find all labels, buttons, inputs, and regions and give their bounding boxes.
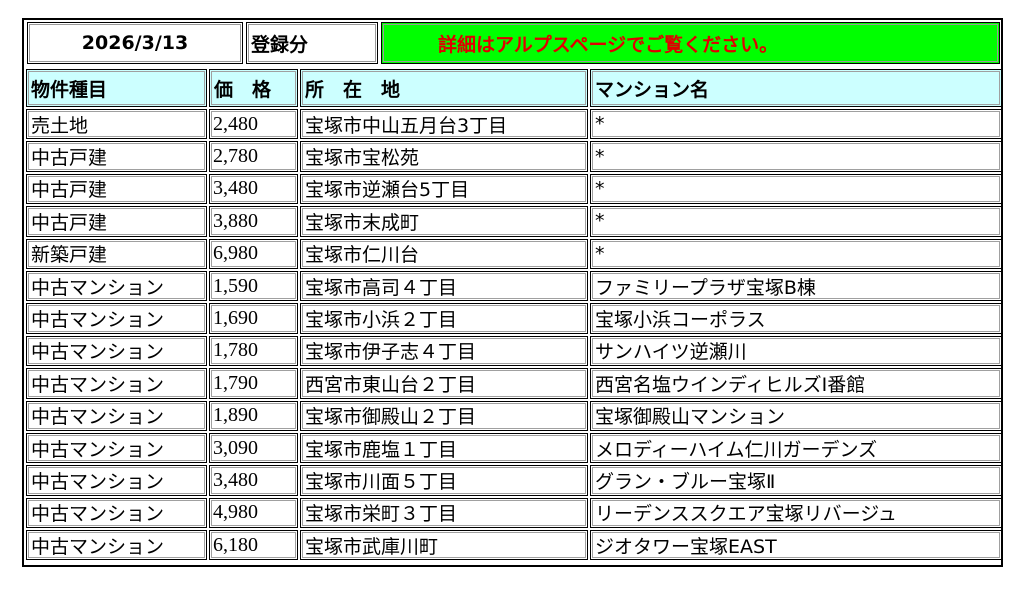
cell-location: 西宮市東山台２丁目 [300, 368, 588, 399]
cell-price: 1,690 [209, 303, 298, 334]
cell-type: 中古マンション [26, 303, 207, 334]
cell-mansion-name: * [590, 206, 1002, 237]
table-row: 中古マンション 4,980 宝塚市栄町３丁目 リーデンススクエア宝塚リバージュ [26, 497, 1002, 529]
cell-mansion-name: リーデンススクエア宝塚リバージュ [590, 497, 1002, 529]
cell-price: 6,980 [209, 238, 298, 269]
cell-mansion-name: ファミリープラザ宝塚B棟 [590, 270, 1002, 302]
cell-price: 1,890 [209, 400, 298, 431]
column-header-location: 所 在 地 [300, 69, 588, 107]
cell-price: 1,790 [209, 368, 298, 399]
cell-type: 新築戸建 [26, 238, 207, 269]
table-row: 中古マンション 3,090 宝塚市鹿塩１丁目 メロディーハイム仁川ガーデンズ [26, 432, 1002, 464]
cell-type: 中古戸建 [26, 173, 207, 205]
cell-mansion-name: 宝塚御殿山マンション [590, 400, 1002, 431]
cell-mansion-name: メロディーハイム仁川ガーデンズ [590, 432, 1002, 464]
cell-location: 宝塚市中山五月台3丁目 [300, 109, 588, 140]
cell-type: 中古マンション [26, 432, 207, 464]
cell-mansion-name: * [590, 173, 1002, 205]
cell-price: 3,480 [209, 173, 298, 205]
table-row: 中古戸建 3,880 宝塚市末成町 * [26, 205, 1002, 237]
cell-price: 1,590 [209, 270, 298, 302]
cell-mansion-name: 宝塚小浜コーポラス [590, 303, 1002, 334]
cell-price: 1,780 [209, 335, 298, 367]
table-header-row: 物件種目 価 格 所 在 地 マンション名 [26, 68, 1002, 108]
table-row: 中古戸建 3,480 宝塚市逆瀬台5丁目 * [26, 173, 1002, 205]
table-row: 中古マンション 3,480 宝塚市川面５丁目 グラン・ブルー宝塚Ⅱ [26, 464, 1002, 496]
cell-type: 中古マンション [26, 530, 207, 561]
cell-type: 中古マンション [26, 465, 207, 496]
cell-mansion-name: * [590, 109, 1002, 140]
cell-location: 宝塚市高司４丁目 [300, 270, 588, 302]
cell-mansion-name: サンハイツ逆瀬川 [590, 335, 1002, 367]
cell-type: 中古戸建 [26, 206, 207, 237]
cell-location: 宝塚市武庫川町 [300, 530, 588, 561]
table-row: 中古マンション 1,790 西宮市東山台２丁目 西宮名塩ウインディヒルズⅠ番館 [26, 367, 1002, 399]
cell-location: 宝塚市御殿山２丁目 [300, 400, 588, 431]
registered-label: 登録分 [246, 22, 378, 64]
cell-location: 宝塚市宝松苑 [300, 141, 588, 172]
cell-location: 宝塚市鹿塩１丁目 [300, 432, 588, 464]
table-row: 中古マンション 1,590 宝塚市高司４丁目 ファミリープラザ宝塚B棟 [26, 270, 1002, 302]
cell-mansion-name: * [590, 141, 1002, 172]
cell-price: 4,980 [209, 497, 298, 529]
column-header-price: 価 格 [209, 69, 298, 107]
cell-location: 宝塚市逆瀬台5丁目 [300, 173, 588, 205]
cell-price: 2,480 [209, 109, 298, 140]
column-header-type: 物件種目 [26, 69, 207, 107]
cell-type: 中古戸建 [26, 141, 207, 172]
property-table: 物件種目 価 格 所 在 地 マンション名 売土地 2,480 宝塚市中山五月台3丁… [26, 68, 1002, 561]
cell-type: 売土地 [26, 109, 207, 140]
cell-location: 宝塚市仁川台 [300, 238, 588, 269]
cell-location: 宝塚市小浜２丁目 [300, 303, 588, 334]
listing-date: 2026/3/13 [27, 22, 243, 64]
table-row: 中古マンション 1,690 宝塚市小浜２丁目 宝塚小浜コーポラス [26, 302, 1002, 334]
table-row: 中古戸建 2,780 宝塚市宝松苑 * [26, 140, 1002, 172]
table-row: 中古マンション 1,780 宝塚市伊子志４丁目 サンハイツ逆瀬川 [26, 335, 1002, 367]
cell-type: 中古マンション [26, 400, 207, 431]
cell-location: 宝塚市伊子志４丁目 [300, 335, 588, 367]
cell-type: 中古マンション [26, 497, 207, 529]
column-header-mansion: マンション名 [590, 69, 1002, 107]
cell-mansion-name: 西宮名塩ウインディヒルズⅠ番館 [590, 368, 1002, 399]
cell-type: 中古マンション [26, 335, 207, 367]
cell-price: 2,780 [209, 141, 298, 172]
table-row: 中古マンション 1,890 宝塚市御殿山２丁目 宝塚御殿山マンション [26, 400, 1002, 432]
cell-location: 宝塚市栄町３丁目 [300, 497, 588, 529]
details-notice: 詳細はアルプスページでご覧ください。 [381, 22, 1000, 64]
table-row: 新築戸建 6,980 宝塚市仁川台 * [26, 238, 1002, 270]
cell-price: 3,880 [209, 206, 298, 237]
cell-mansion-name: ジオタワー宝塚EAST [590, 530, 1002, 561]
table-row: 売土地 2,480 宝塚市中山五月台3丁目 * [26, 108, 1002, 140]
cell-type: 中古マンション [26, 270, 207, 302]
cell-price: 3,480 [209, 465, 298, 496]
cell-type: 中古マンション [26, 368, 207, 399]
table-row: 中古マンション 6,180 宝塚市武庫川町 ジオタワー宝塚EAST [26, 529, 1002, 561]
cell-mansion-name: * [590, 238, 1002, 269]
cell-location: 宝塚市川面５丁目 [300, 465, 588, 496]
cell-price: 3,090 [209, 432, 298, 464]
cell-price: 6,180 [209, 530, 298, 561]
cell-location: 宝塚市末成町 [300, 206, 588, 237]
cell-mansion-name: グラン・ブルー宝塚Ⅱ [590, 465, 1002, 496]
